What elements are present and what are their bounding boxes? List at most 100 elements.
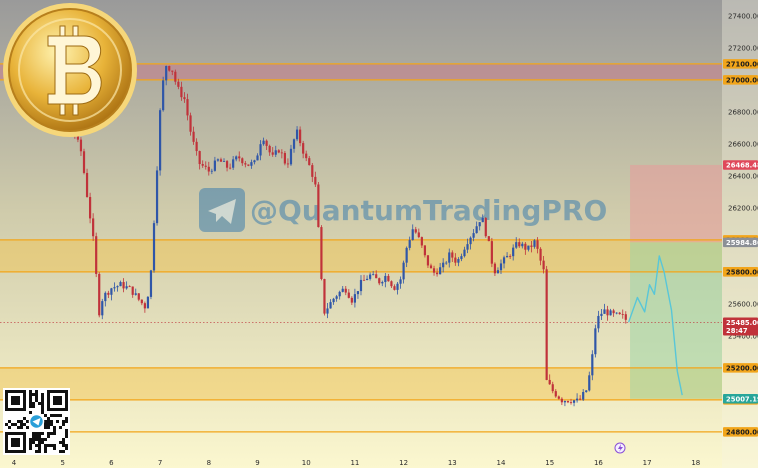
qr-module bbox=[41, 438, 44, 441]
candle bbox=[432, 265, 436, 276]
candle-body bbox=[533, 240, 536, 247]
qr-module bbox=[62, 444, 65, 447]
candle-body bbox=[524, 243, 527, 250]
candle-body bbox=[216, 159, 220, 161]
candle-body bbox=[162, 80, 165, 111]
qr-module bbox=[5, 423, 8, 426]
candle-body bbox=[362, 279, 366, 281]
candle bbox=[137, 293, 140, 302]
candle-body bbox=[171, 70, 174, 72]
candle-body bbox=[110, 288, 113, 295]
candle bbox=[405, 246, 408, 268]
qr-module bbox=[17, 420, 20, 423]
candle bbox=[335, 294, 338, 302]
qr-module bbox=[41, 405, 44, 408]
candle bbox=[536, 237, 539, 254]
qr-module bbox=[29, 390, 32, 393]
candle-body bbox=[551, 384, 554, 392]
qr-module bbox=[29, 441, 32, 444]
qr-module bbox=[23, 423, 26, 426]
candle bbox=[204, 161, 207, 170]
qr-module bbox=[56, 414, 59, 417]
candle bbox=[222, 158, 226, 162]
telegram-icon-plane bbox=[32, 418, 41, 426]
candle bbox=[189, 112, 192, 136]
candle-body bbox=[101, 301, 104, 316]
candle bbox=[588, 371, 591, 392]
qr-module bbox=[62, 438, 65, 441]
price-levels bbox=[0, 63, 722, 433]
candle bbox=[502, 255, 506, 269]
candle-body bbox=[448, 252, 451, 263]
candle-body bbox=[594, 328, 597, 355]
candle-body bbox=[229, 167, 232, 169]
candle-body bbox=[502, 257, 506, 264]
candle bbox=[323, 278, 326, 316]
candle bbox=[253, 159, 256, 165]
candle bbox=[332, 297, 335, 305]
y-tick-label: 26800.00 bbox=[728, 108, 758, 116]
position-tool[interactable] bbox=[630, 164, 722, 399]
lightning-icon[interactable] bbox=[614, 442, 626, 454]
candle bbox=[533, 239, 536, 249]
qr-module bbox=[41, 411, 44, 414]
candle-body bbox=[405, 247, 408, 263]
qr-module bbox=[47, 417, 50, 420]
candle bbox=[177, 78, 180, 90]
qr-module bbox=[41, 399, 44, 402]
x-axis: 4 5 6 7 8 9 10 11 12 13 14 15 16 17 18 bbox=[12, 459, 700, 467]
candle-body bbox=[104, 292, 107, 302]
candle bbox=[457, 257, 460, 267]
x-tick-label: 12 bbox=[399, 459, 408, 467]
qr-code[interactable] bbox=[3, 388, 70, 455]
zone-demand bbox=[0, 367, 722, 400]
qr-module bbox=[32, 393, 35, 396]
candle bbox=[597, 310, 600, 333]
qr-module bbox=[32, 432, 35, 435]
level-price-badge: 27000.00 bbox=[726, 76, 758, 84]
x-tick-label: 4 bbox=[12, 459, 17, 467]
y-tick-label: 27200.00 bbox=[728, 44, 758, 52]
candle bbox=[609, 308, 612, 316]
candle bbox=[353, 288, 356, 308]
candle bbox=[490, 237, 493, 268]
target-price-badge: 25007.19 bbox=[726, 395, 758, 403]
candle-body bbox=[575, 398, 579, 401]
x-tick-label: 8 bbox=[207, 459, 211, 467]
qr-module bbox=[65, 435, 68, 438]
candle bbox=[305, 150, 308, 162]
candle-body bbox=[225, 161, 229, 168]
candle-body bbox=[542, 260, 545, 270]
qr-module bbox=[44, 423, 47, 426]
x-tick-label: 5 bbox=[60, 459, 64, 467]
candle-body bbox=[253, 160, 256, 163]
candle bbox=[426, 255, 430, 268]
qr-module bbox=[20, 420, 23, 423]
candle bbox=[420, 236, 423, 248]
candle-body bbox=[588, 375, 591, 391]
qr-module bbox=[32, 435, 35, 438]
watermark: @QuantumTradingPRO bbox=[199, 188, 607, 232]
qr-module bbox=[38, 447, 41, 450]
qr-module bbox=[23, 417, 26, 420]
candle-body bbox=[408, 240, 411, 248]
qr-module bbox=[20, 423, 23, 426]
candle-body bbox=[435, 272, 439, 275]
candle bbox=[250, 159, 253, 169]
candle bbox=[344, 286, 347, 296]
candle-body bbox=[390, 281, 393, 287]
qr-module bbox=[32, 438, 35, 441]
candle-body bbox=[466, 244, 469, 250]
candle bbox=[180, 81, 183, 101]
candle bbox=[381, 280, 384, 287]
qr-module bbox=[29, 396, 32, 399]
qr-module bbox=[65, 429, 68, 432]
y-tick-label: 27400.00 bbox=[728, 12, 758, 20]
candle bbox=[585, 390, 588, 393]
candle bbox=[472, 229, 475, 242]
candle bbox=[618, 311, 621, 315]
candle bbox=[396, 281, 399, 295]
candle-body bbox=[490, 241, 493, 264]
candle bbox=[372, 270, 375, 276]
